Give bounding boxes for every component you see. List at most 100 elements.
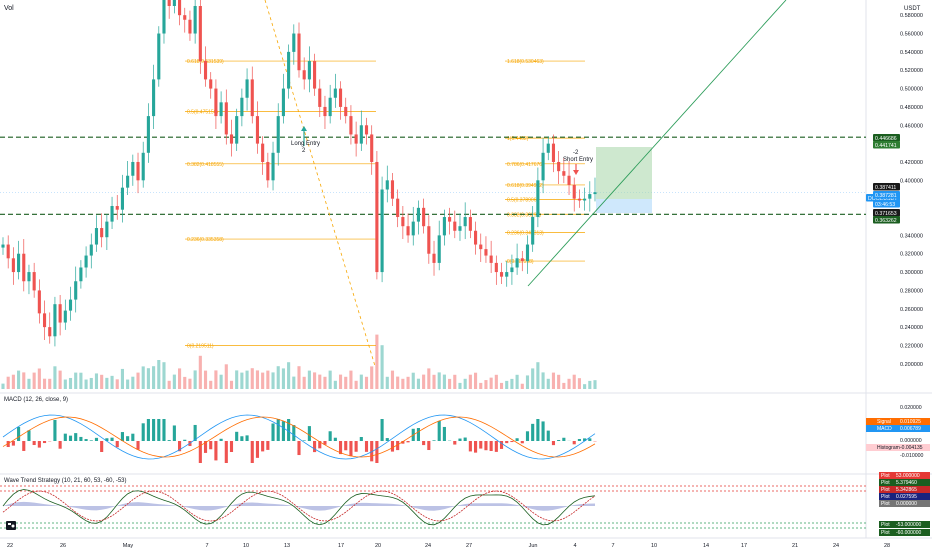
- macd-histogram-bar: [152, 419, 156, 441]
- candle-body: [27, 272, 31, 282]
- macd-histogram-bar: [442, 426, 446, 441]
- candle-body: [240, 97, 244, 117]
- price-tag-bg: [873, 183, 900, 191]
- macd-histogram-bar: [32, 441, 36, 446]
- volume-bar: [229, 380, 234, 389]
- macd-axis: 0.020000 0.000000 -0.010000 Signal 0.010925 M…: [866, 405, 930, 459]
- macd-histogram-bar: [380, 419, 384, 441]
- macd-histogram-bar: [541, 421, 545, 441]
- volume-bar: [136, 372, 140, 389]
- macd-histogram-bar: [292, 425, 296, 441]
- price-axis[interactable]: 0.580000 0.560000 0.540000 0.520000 0.500000…: [900, 13, 923, 368]
- candle-body: [359, 125, 363, 144]
- candle-body: [68, 299, 73, 311]
- volume-bar: [203, 370, 208, 389]
- macd-histogram-bar: [525, 431, 530, 441]
- macd-histogram-bar: [37, 441, 41, 448]
- price-tick-label: 0.300000: [900, 270, 923, 276]
- macd-histogram-bar: [271, 423, 275, 441]
- macd-legend-tag: [866, 444, 930, 451]
- volume-bar: [349, 370, 353, 389]
- volume-bar: [396, 376, 400, 389]
- macd-histogram-bar: [193, 424, 197, 441]
- candle-body: [349, 116, 353, 135]
- candle-body: [287, 51, 291, 89]
- price-tick-label: 0.500000: [900, 87, 923, 93]
- wavetrend-legend-value: 5.342865: [896, 487, 917, 493]
- long-position-stop-zone[interactable]: [596, 199, 652, 213]
- wavetrend-legend-value: 5.379460: [896, 480, 917, 486]
- candle-body: [42, 313, 47, 328]
- candle-body: [110, 206, 114, 222]
- macd-histogram-bar: [203, 441, 208, 453]
- macd-histogram-bar: [318, 441, 322, 449]
- trendline[interactable]: [527, 0, 787, 287]
- candle-body: [427, 226, 431, 254]
- wavetrend-panel: [0, 485, 866, 529]
- volume-bar: [442, 374, 446, 389]
- wavetrend-legend-tag: [879, 529, 930, 536]
- volume-bar: [6, 376, 10, 389]
- volume-bar: [364, 376, 369, 389]
- candle-body: [53, 304, 57, 337]
- price-tag: 0.363262: [875, 218, 897, 224]
- wavetrend-legend-tag: [879, 479, 930, 486]
- time-axis[interactable]: 22 26 May 7 10 13 17 20 24 27 Jun 4 7 10 14 17 21 24 28: [7, 543, 890, 549]
- candle-body: [250, 79, 254, 117]
- macd-histogram-bar: [136, 441, 140, 450]
- horizontal-levels: [0, 136, 866, 215]
- candle-body: [183, 15, 187, 20]
- time-tick-label: 28: [884, 543, 890, 549]
- macd-histogram-bar: [126, 436, 130, 441]
- candle-body: [411, 221, 415, 236]
- candle-body: [541, 152, 545, 181]
- candle-body: [510, 267, 514, 273]
- price-tick-label: 0.220000: [900, 343, 923, 349]
- time-tick-label: 4: [573, 543, 576, 549]
- candle-body: [131, 161, 135, 176]
- macd-histogram-bar: [68, 435, 73, 441]
- volume-bar: [505, 380, 509, 389]
- candle-body: [588, 194, 592, 199]
- candle-body: [520, 258, 524, 262]
- macd-histogram-bar: [349, 441, 353, 457]
- candle-body: [302, 70, 306, 80]
- long-position-target-zone[interactable]: [596, 147, 652, 199]
- price-tick-label: 0.340000: [900, 233, 923, 239]
- macd-histogram-bar: [344, 441, 348, 451]
- macd-legend-value: 0.010925: [900, 419, 921, 425]
- macd-histogram-bar: [546, 430, 550, 441]
- macd-histogram-bar: [333, 437, 337, 441]
- short-entry-marker[interactable]: -2 Short Entry: [563, 150, 593, 175]
- volume-bar: [245, 370, 249, 389]
- price-tag: 0.387281: [875, 193, 897, 199]
- macd-histogram-bar: [453, 441, 457, 445]
- candle-body: [437, 235, 441, 263]
- candle-body: [245, 79, 249, 98]
- macd-histogram-bar: [209, 441, 213, 450]
- macd-histogram-bar: [53, 419, 57, 441]
- macd-histogram-bar: [406, 441, 410, 443]
- price-tick-label: 0.260000: [900, 307, 923, 313]
- volume-bar: [68, 377, 73, 389]
- volume-bar: [11, 374, 15, 389]
- candle-body: [536, 180, 540, 218]
- candle-body: [318, 88, 322, 107]
- volume-bar: [271, 372, 275, 389]
- volume-bar: [37, 368, 41, 389]
- volume-bar: [235, 370, 239, 389]
- volume-bar: [567, 378, 571, 389]
- volume-bar: [520, 383, 524, 389]
- candle-body: [572, 184, 576, 199]
- volume-bar: [546, 378, 550, 389]
- long-entry-marker[interactable]: Long Entry 2: [291, 126, 320, 154]
- volume-bar: [333, 380, 337, 389]
- wavetrend-legend-name: Plot: [881, 480, 890, 486]
- candle-body: [313, 61, 317, 89]
- macd-histogram-bar: [235, 431, 239, 441]
- volume-bar: [484, 380, 488, 389]
- macd-histogram-bar: [120, 432, 124, 441]
- candle-body: [48, 327, 52, 337]
